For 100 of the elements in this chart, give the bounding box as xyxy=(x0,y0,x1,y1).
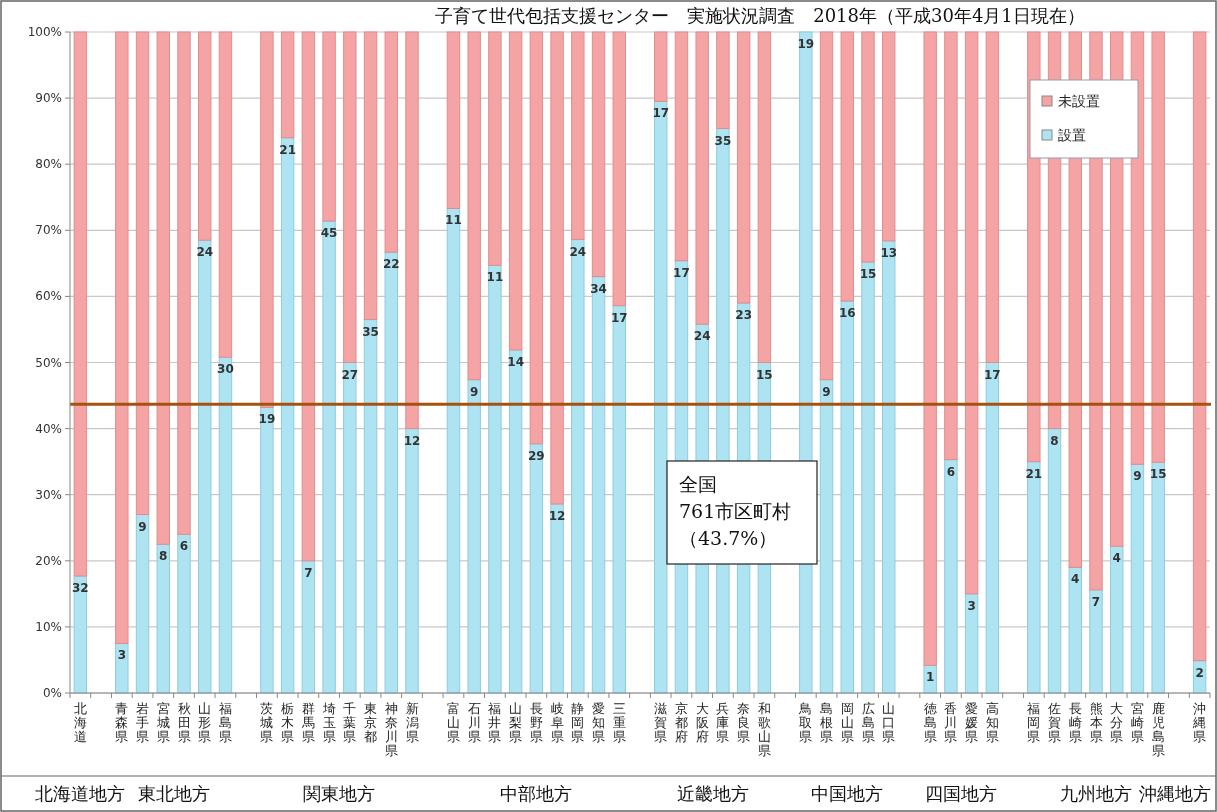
x-tick-label: 長崎県 xyxy=(1068,701,1082,744)
text: 中部地方 xyxy=(500,783,573,804)
bar xyxy=(1068,566,1082,694)
bar xyxy=(218,356,233,694)
bar xyxy=(384,31,398,253)
x-tick-label: 大分県 xyxy=(1110,701,1124,744)
bar xyxy=(985,362,1000,694)
bar xyxy=(446,207,461,694)
bar xyxy=(446,31,461,209)
x-tick-label: 愛媛県 xyxy=(965,701,979,744)
bar xyxy=(923,31,937,666)
bar xyxy=(467,31,481,381)
text: 関東地方 xyxy=(303,783,376,804)
annotation: 27 xyxy=(341,367,359,382)
annotation: 14 xyxy=(507,354,524,369)
bar xyxy=(343,362,357,694)
annotation: 7 xyxy=(1091,594,1101,609)
x-tick-label: 栃木県 xyxy=(281,701,295,744)
x-tick-label: 静岡県 xyxy=(571,701,585,744)
annotation: 17 xyxy=(673,265,690,280)
x-tick-label: 宮崎県 xyxy=(1130,701,1144,744)
bar xyxy=(529,443,544,694)
y-tick-label: 20% xyxy=(35,553,62,568)
x-tick-label: 和歌山県 xyxy=(757,701,771,758)
annotation: 8 xyxy=(159,549,168,564)
text: 四国地方 xyxy=(925,783,998,804)
y-tick-label: 40% xyxy=(35,421,62,436)
x-tick-label: 千葉県 xyxy=(343,701,357,744)
annotation: 6 xyxy=(946,464,956,479)
bar xyxy=(488,31,502,266)
x-tick-label: 兵庫県 xyxy=(716,701,730,744)
bar xyxy=(757,31,772,363)
annotation: 9 xyxy=(138,519,147,534)
annotation: 45 xyxy=(320,226,338,241)
annotation: 4 xyxy=(1071,572,1080,587)
bar xyxy=(280,31,295,139)
bar xyxy=(73,31,88,577)
annotation: 4 xyxy=(1112,551,1121,566)
bar xyxy=(882,240,896,694)
annotation: 13 xyxy=(880,245,898,260)
annotation: 29 xyxy=(528,448,545,463)
x-tick-label: 青森県 xyxy=(115,701,129,744)
text: 中国地方 xyxy=(811,783,884,804)
annotation: 17 xyxy=(984,367,1001,382)
bar xyxy=(280,137,295,694)
annotation: 1 xyxy=(926,670,935,685)
bar xyxy=(1089,589,1103,694)
bar xyxy=(363,31,378,321)
x-tick-label: 奈良県 xyxy=(737,701,751,744)
text: 北海道地方 xyxy=(35,783,126,804)
x-tick-label: 山口県 xyxy=(882,701,896,744)
annotation: 9 xyxy=(470,384,479,399)
text: 近畿地方 xyxy=(676,783,749,804)
annotation: 11 xyxy=(445,213,462,228)
x-tick-label: 高知県 xyxy=(985,701,999,744)
bar xyxy=(218,31,233,358)
bar xyxy=(198,31,212,241)
annotation: 22 xyxy=(382,257,400,272)
bar xyxy=(115,642,129,694)
bar xyxy=(882,31,896,242)
bar xyxy=(260,406,274,694)
annotation: 15 xyxy=(1149,467,1167,482)
bar xyxy=(716,31,730,130)
bar xyxy=(260,31,274,408)
annotation: 24 xyxy=(196,245,214,260)
bar xyxy=(695,31,709,325)
annotation: 24 xyxy=(569,244,587,259)
annotation: 9 xyxy=(822,384,831,399)
annotation: 19 xyxy=(797,37,815,51)
x-tick-label: 福岡県 xyxy=(1027,701,1041,744)
bar xyxy=(964,31,979,595)
x-tick-label: 長野県 xyxy=(529,701,543,744)
x-tick-label: 岡山県 xyxy=(840,701,854,744)
annotation: 35 xyxy=(362,324,379,339)
bar xyxy=(861,261,875,694)
x-tick-label: 群馬県 xyxy=(300,701,315,744)
bar xyxy=(944,459,958,694)
bar xyxy=(405,31,419,430)
bar xyxy=(301,31,316,562)
chart-title: 子育て世代包括支援センター 実施状況調査 2018年（平成30年4月1日現在） xyxy=(435,5,1085,26)
bar xyxy=(488,264,502,694)
x-tick-label: 岐阜県 xyxy=(550,701,564,744)
bar xyxy=(301,560,316,694)
x-tick-label: 福島県 xyxy=(218,701,232,744)
x-tick-label: 山形県 xyxy=(198,701,212,744)
annotation: 32 xyxy=(72,581,89,595)
x-tick-label: 愛知県 xyxy=(592,701,606,744)
bar xyxy=(73,575,88,694)
annotation: 761市区町村 xyxy=(679,500,792,522)
annotation: 全国 xyxy=(679,473,717,495)
annotation: （43.7%） xyxy=(679,527,778,549)
x-tick-label: 岩手県 xyxy=(136,701,150,744)
bar xyxy=(156,31,170,545)
x-tick-label: 大阪府 xyxy=(695,701,709,744)
text: 東北地方 xyxy=(137,783,210,804)
y-tick-label: 100% xyxy=(27,25,62,39)
y-tick-label: 80% xyxy=(35,157,62,172)
annotation: 15 xyxy=(859,267,877,282)
bar xyxy=(363,319,378,694)
x-tick-label: 茨城県 xyxy=(259,701,274,744)
